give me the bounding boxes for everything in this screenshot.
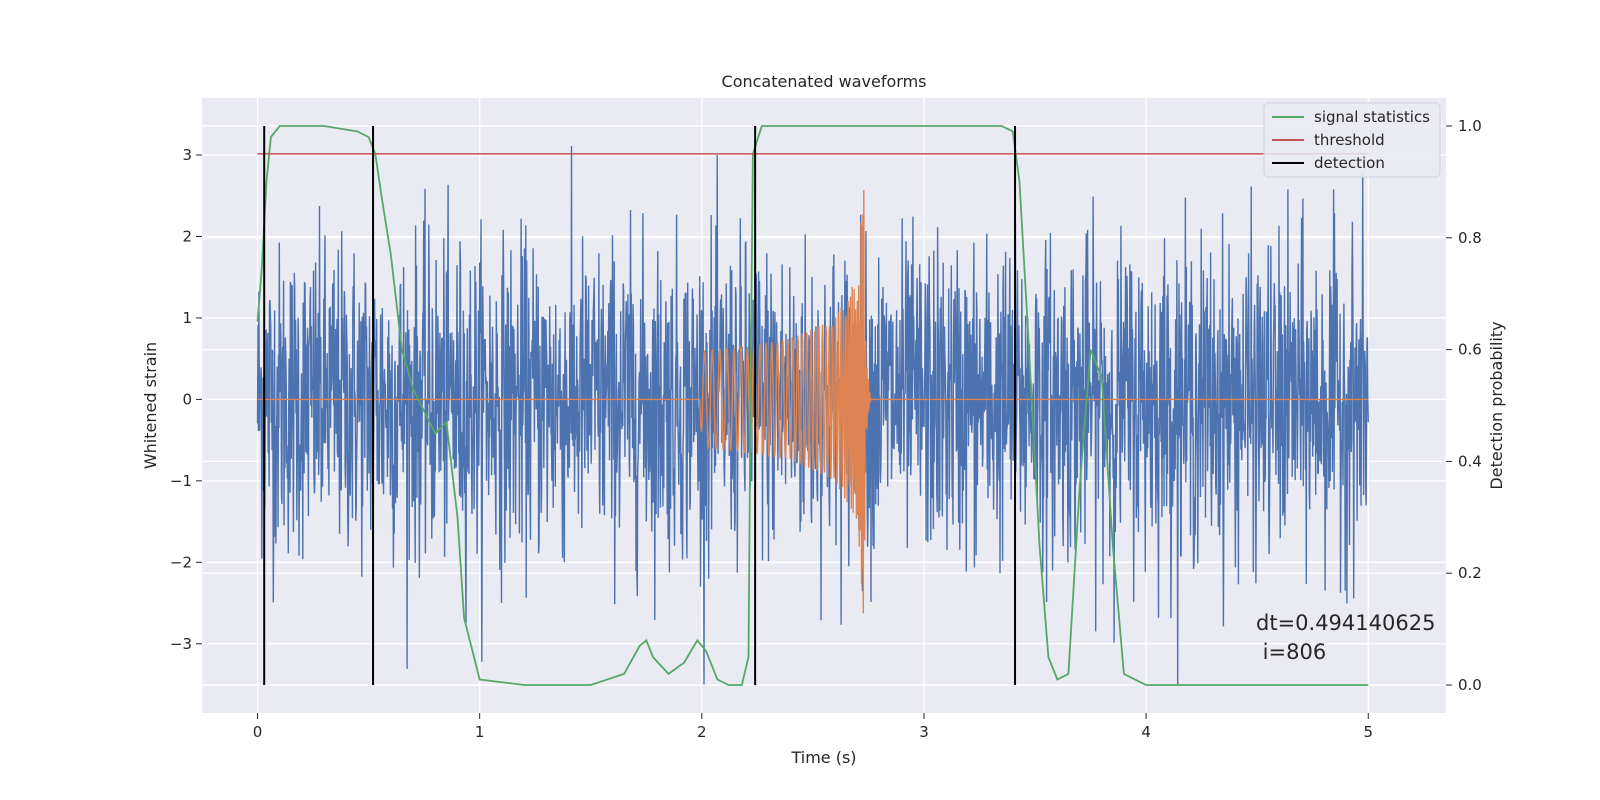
legend-box: [1263, 102, 1441, 178]
y2-tick-label: 1.0: [1458, 117, 1482, 135]
y-tick-label: 3: [182, 146, 192, 164]
y2-tick-label: 0.4: [1458, 452, 1482, 470]
axes: 0 1 2 3 4 5 −3 −2 −1 0 1 2 3 0.0 0.2 0.4 0.6 0.8 1.0: [170, 117, 1482, 741]
legend-label: detection: [1314, 154, 1385, 172]
y-tick-label: 1: [182, 309, 192, 327]
y2-axis-label: Detection probability: [1487, 321, 1506, 489]
y2-tick-label: 0.8: [1458, 229, 1482, 247]
y-tick-label: −1: [170, 472, 192, 490]
y-tick-label: −3: [170, 635, 192, 653]
y-tick-label: −2: [170, 553, 192, 571]
series-noise: [256, 145, 1369, 685]
legend: signal statistics threshold detection: [1263, 102, 1441, 178]
x-tick-label: 2: [697, 723, 707, 741]
series-layer: [256, 125, 1369, 686]
series-chirp: [257, 190, 1369, 614]
legend-label: threshold: [1314, 131, 1385, 149]
y-tick-label: 0: [182, 390, 192, 408]
x-axis-label: Time (s): [790, 748, 856, 767]
annotation-i: i=806: [1256, 640, 1326, 664]
y2-tick-label: 0.6: [1458, 341, 1482, 359]
y-tick-label: 2: [182, 227, 192, 245]
y2-tick-label: 0.2: [1458, 564, 1482, 582]
x-tick-label: 1: [475, 723, 485, 741]
y2-tick-label: 0.0: [1458, 676, 1482, 694]
x-tick-label: 5: [1363, 723, 1373, 741]
annotation-dt: dt=0.494140625: [1256, 611, 1435, 635]
chart-title: Concatenated waveforms: [722, 72, 927, 91]
y-axis-label: Whitened strain: [141, 342, 160, 469]
x-tick-label: 3: [919, 723, 929, 741]
x-tick-label: 0: [253, 723, 263, 741]
legend-label: signal statistics: [1314, 108, 1430, 126]
x-tick-label: 4: [1141, 723, 1151, 741]
